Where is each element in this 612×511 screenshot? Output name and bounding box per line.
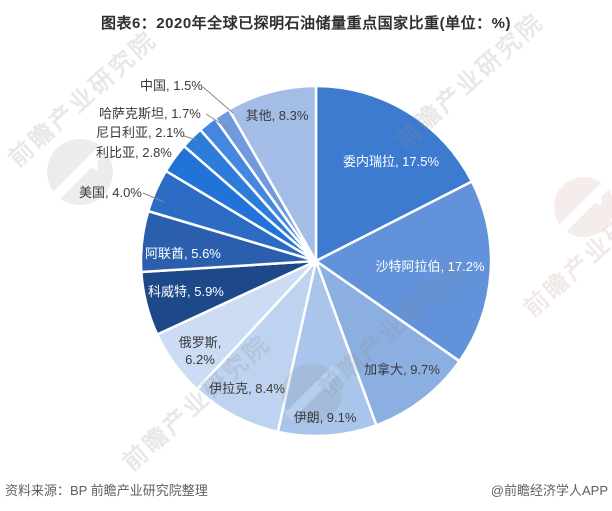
slice-label-11: 哈萨克斯坦, 1.7% bbox=[99, 106, 201, 121]
pie-slice-13 bbox=[227, 84, 318, 263]
pie-slice-3 bbox=[276, 259, 378, 438]
page-title: 图表6：2020年全球已探明石油储量重点国家比重(单位：%) bbox=[100, 15, 512, 32]
qianzhan-logo-watermark-icon bbox=[554, 177, 612, 237]
slice-labels: 委内瑞拉, 17.5% 沙特阿拉伯, 17.2% 加拿大, 9.7% 伊朗, 9.1%… bbox=[79, 78, 485, 425]
pie-slices bbox=[139, 84, 493, 438]
pie-slice-4 bbox=[195, 259, 318, 434]
slice-label-10: 尼日利亚, 2.1% bbox=[96, 125, 185, 140]
slice-label-1: 沙特阿拉伯, 17.2% bbox=[375, 259, 485, 274]
pie-slice-1 bbox=[314, 180, 493, 363]
slice-label-13: 其他, 8.3% bbox=[246, 108, 309, 123]
slice-label-8: 美国, 4.0% bbox=[79, 185, 142, 200]
leader-line bbox=[142, 192, 165, 203]
pie-slice-2 bbox=[314, 259, 461, 427]
slice-label-9: 利比亚, 2.8% bbox=[96, 145, 172, 160]
leader-line bbox=[183, 135, 198, 141]
qianzhan-logo-watermark-icon bbox=[47, 139, 113, 205]
slice-label-4: 伊拉克, 8.4% bbox=[209, 381, 285, 396]
slice-label-7: 阿联酋, 5.6% bbox=[145, 246, 221, 261]
watermark-text: 前瞻产业研究院 bbox=[390, 7, 549, 154]
credit-note: @前瞻经济学人APP bbox=[490, 483, 608, 498]
slice-label-2: 加拿大, 9.7% bbox=[364, 362, 440, 377]
qianzhan-logo-watermark-icon bbox=[282, 363, 342, 423]
leader-line bbox=[202, 86, 234, 114]
slice-label-3: 伊朗, 9.1% bbox=[294, 410, 357, 425]
leader-lines bbox=[142, 86, 234, 203]
slice-label-6: 科威特, 5.9% bbox=[148, 284, 224, 299]
slice-label-0: 委内瑞拉, 17.5% bbox=[343, 154, 440, 169]
slice-label-12: 中国, 1.5% bbox=[140, 78, 203, 93]
pie-slice-0 bbox=[314, 84, 474, 263]
slice-label-5: 俄罗斯, 6.2% bbox=[179, 335, 222, 367]
leader-line bbox=[205, 113, 230, 130]
source-note: 资料来源：BP 前瞻产业研究院整理 bbox=[5, 483, 208, 498]
